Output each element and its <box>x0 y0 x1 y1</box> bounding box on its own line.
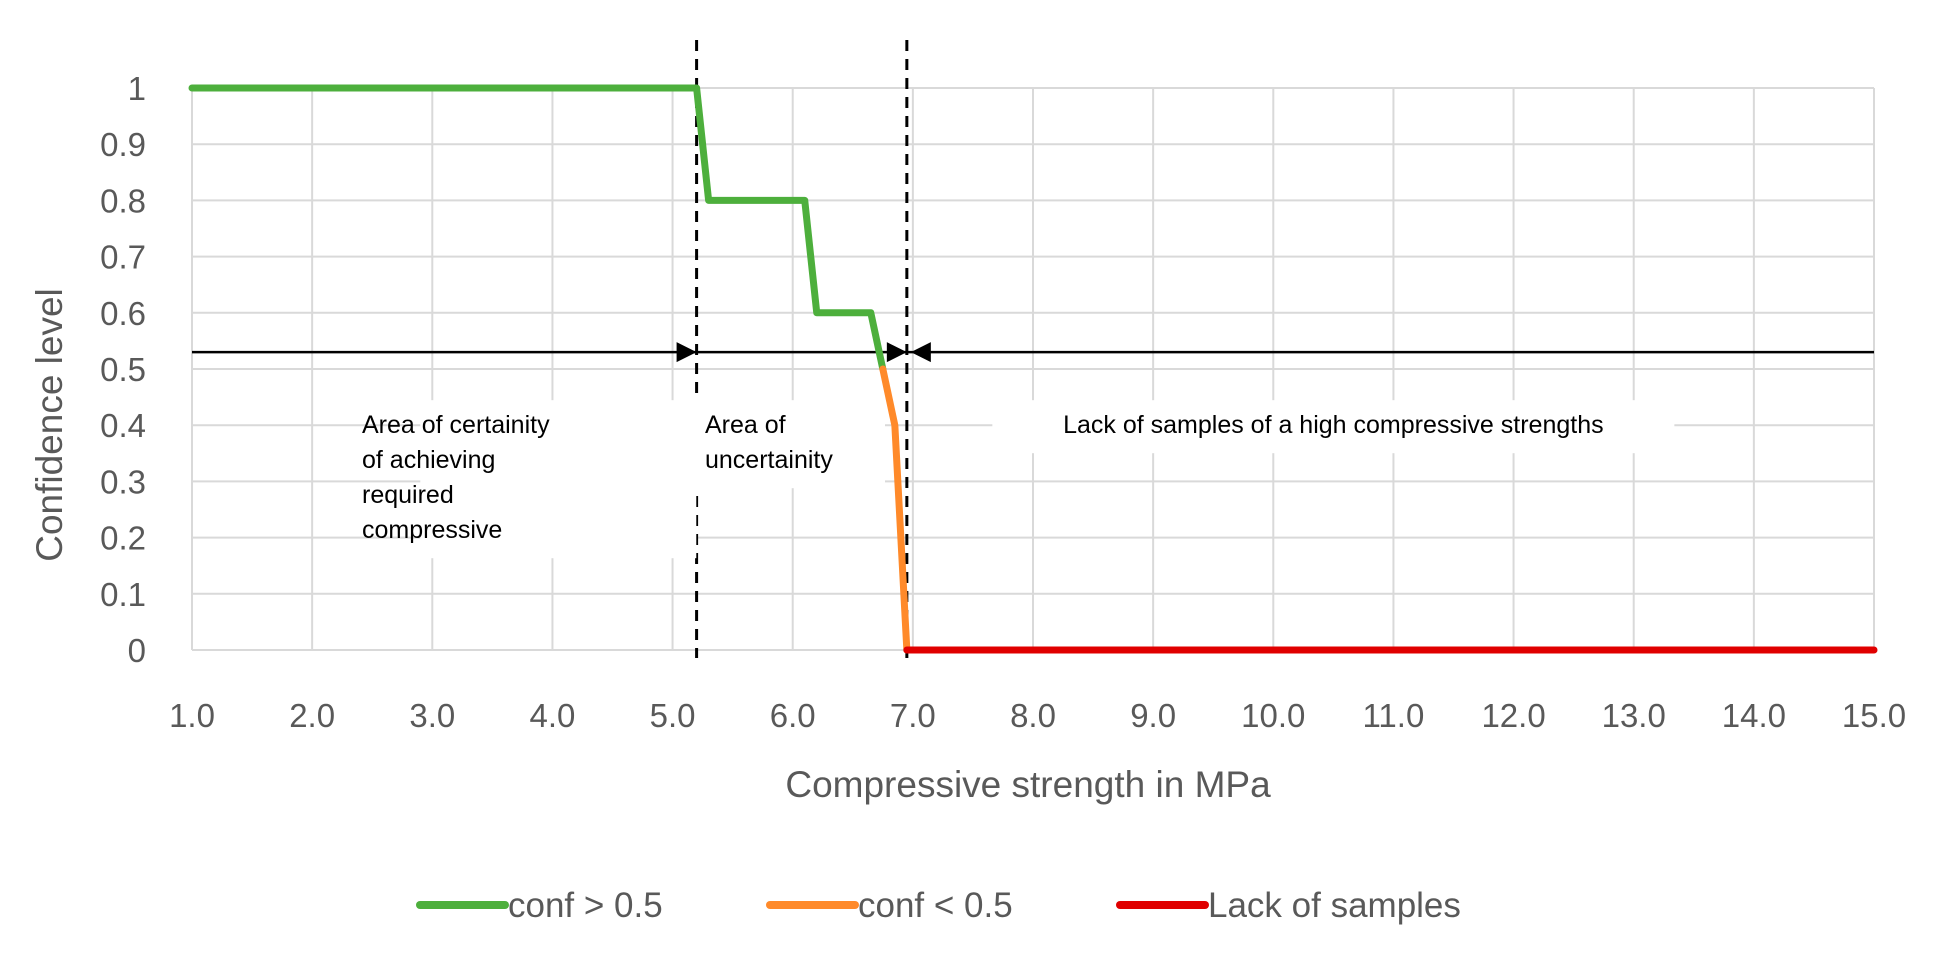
axis-ticks: 1.0 2.0 3.0 4.0 5.0 6.0 7.0 8.0 9.0 10.0 11.0 12.0 1… <box>100 70 1906 734</box>
y-tick-label-0: 0 <box>128 632 146 669</box>
y-tick-label-4: 0.4 <box>100 407 146 444</box>
uncertainty-area-label-line-1: uncertainity <box>705 446 833 474</box>
y-tick-label-1: 0.1 <box>100 576 146 613</box>
certainty-area-label-line-2: required <box>362 481 454 509</box>
series-line-1 <box>879 365 911 654</box>
x-tick-label-5: 6.0 <box>770 697 816 734</box>
certainty-area-label-line-0: Area of certainity <box>362 411 550 439</box>
x-tick-label-4: 5.0 <box>650 697 696 734</box>
x-tick-label-9: 10.0 <box>1241 697 1305 734</box>
y-tick-label-8: 0.8 <box>100 182 146 219</box>
region-boundaries <box>695 40 909 658</box>
series-line-0 <box>188 84 887 373</box>
y-axis-title: Confidence level <box>29 288 70 562</box>
x-tick-label-8: 9.0 <box>1130 697 1176 734</box>
x-tick-label-13: 14.0 <box>1722 697 1786 734</box>
y-tick-label-10: 1 <box>128 70 146 107</box>
legend-label-0: conf > 0.5 <box>508 886 663 925</box>
arrowhead-certainty-right <box>676 342 697 363</box>
series-lines <box>188 84 1878 654</box>
lack-of-samples-area-label-background <box>992 400 1675 454</box>
certainty-area-label-background <box>420 400 697 559</box>
y-tick-label-5: 0.5 <box>100 351 146 388</box>
x-tick-label-3: 4.0 <box>529 697 575 734</box>
y-tick-label-9: 0.9 <box>100 126 146 163</box>
x-tick-label-7: 8.0 <box>1010 697 1056 734</box>
x-tick-label-1: 2.0 <box>289 697 335 734</box>
x-tick-label-6: 7.0 <box>890 697 936 734</box>
arrowhead-uncertainty-right <box>886 342 907 363</box>
x-tick-label-11: 12.0 <box>1481 697 1545 734</box>
area-labels: Area of certainity of achieving required co… <box>362 400 1675 559</box>
certainty-area-label-line-1: of achieving <box>362 446 495 474</box>
arrowhead-lack-left <box>910 342 931 363</box>
x-tick-label-0: 1.0 <box>169 697 215 734</box>
legend: conf > 0.5 conf < 0.5 Lack of samples <box>416 886 1461 925</box>
x-tick-label-12: 13.0 <box>1602 697 1666 734</box>
x-tick-label-2: 3.0 <box>409 697 455 734</box>
certainty-area-label-line-3: compressive <box>362 516 502 544</box>
x-tick-label-10: 11.0 <box>1363 697 1425 734</box>
region-arrows <box>192 342 1874 363</box>
legend-label-1: conf < 0.5 <box>858 886 1013 925</box>
y-tick-label-2: 0.2 <box>100 520 146 557</box>
legend-label-2: Lack of samples <box>1208 886 1461 925</box>
y-tick-label-7: 0.7 <box>100 239 146 276</box>
y-tick-label-3: 0.3 <box>100 463 146 500</box>
x-axis-title: Compressive strength in MPa <box>785 764 1271 805</box>
uncertainty-area-label-line-0: Area of <box>705 411 786 439</box>
uncertainty-area-label-background <box>693 400 886 489</box>
lack-of-samples-area-label-line-0: Lack of samples of a high compressive st… <box>1063 411 1604 439</box>
y-tick-label-6: 0.6 <box>100 295 146 332</box>
grid <box>191 87 1875 651</box>
x-tick-label-14: 15.0 <box>1842 697 1906 734</box>
